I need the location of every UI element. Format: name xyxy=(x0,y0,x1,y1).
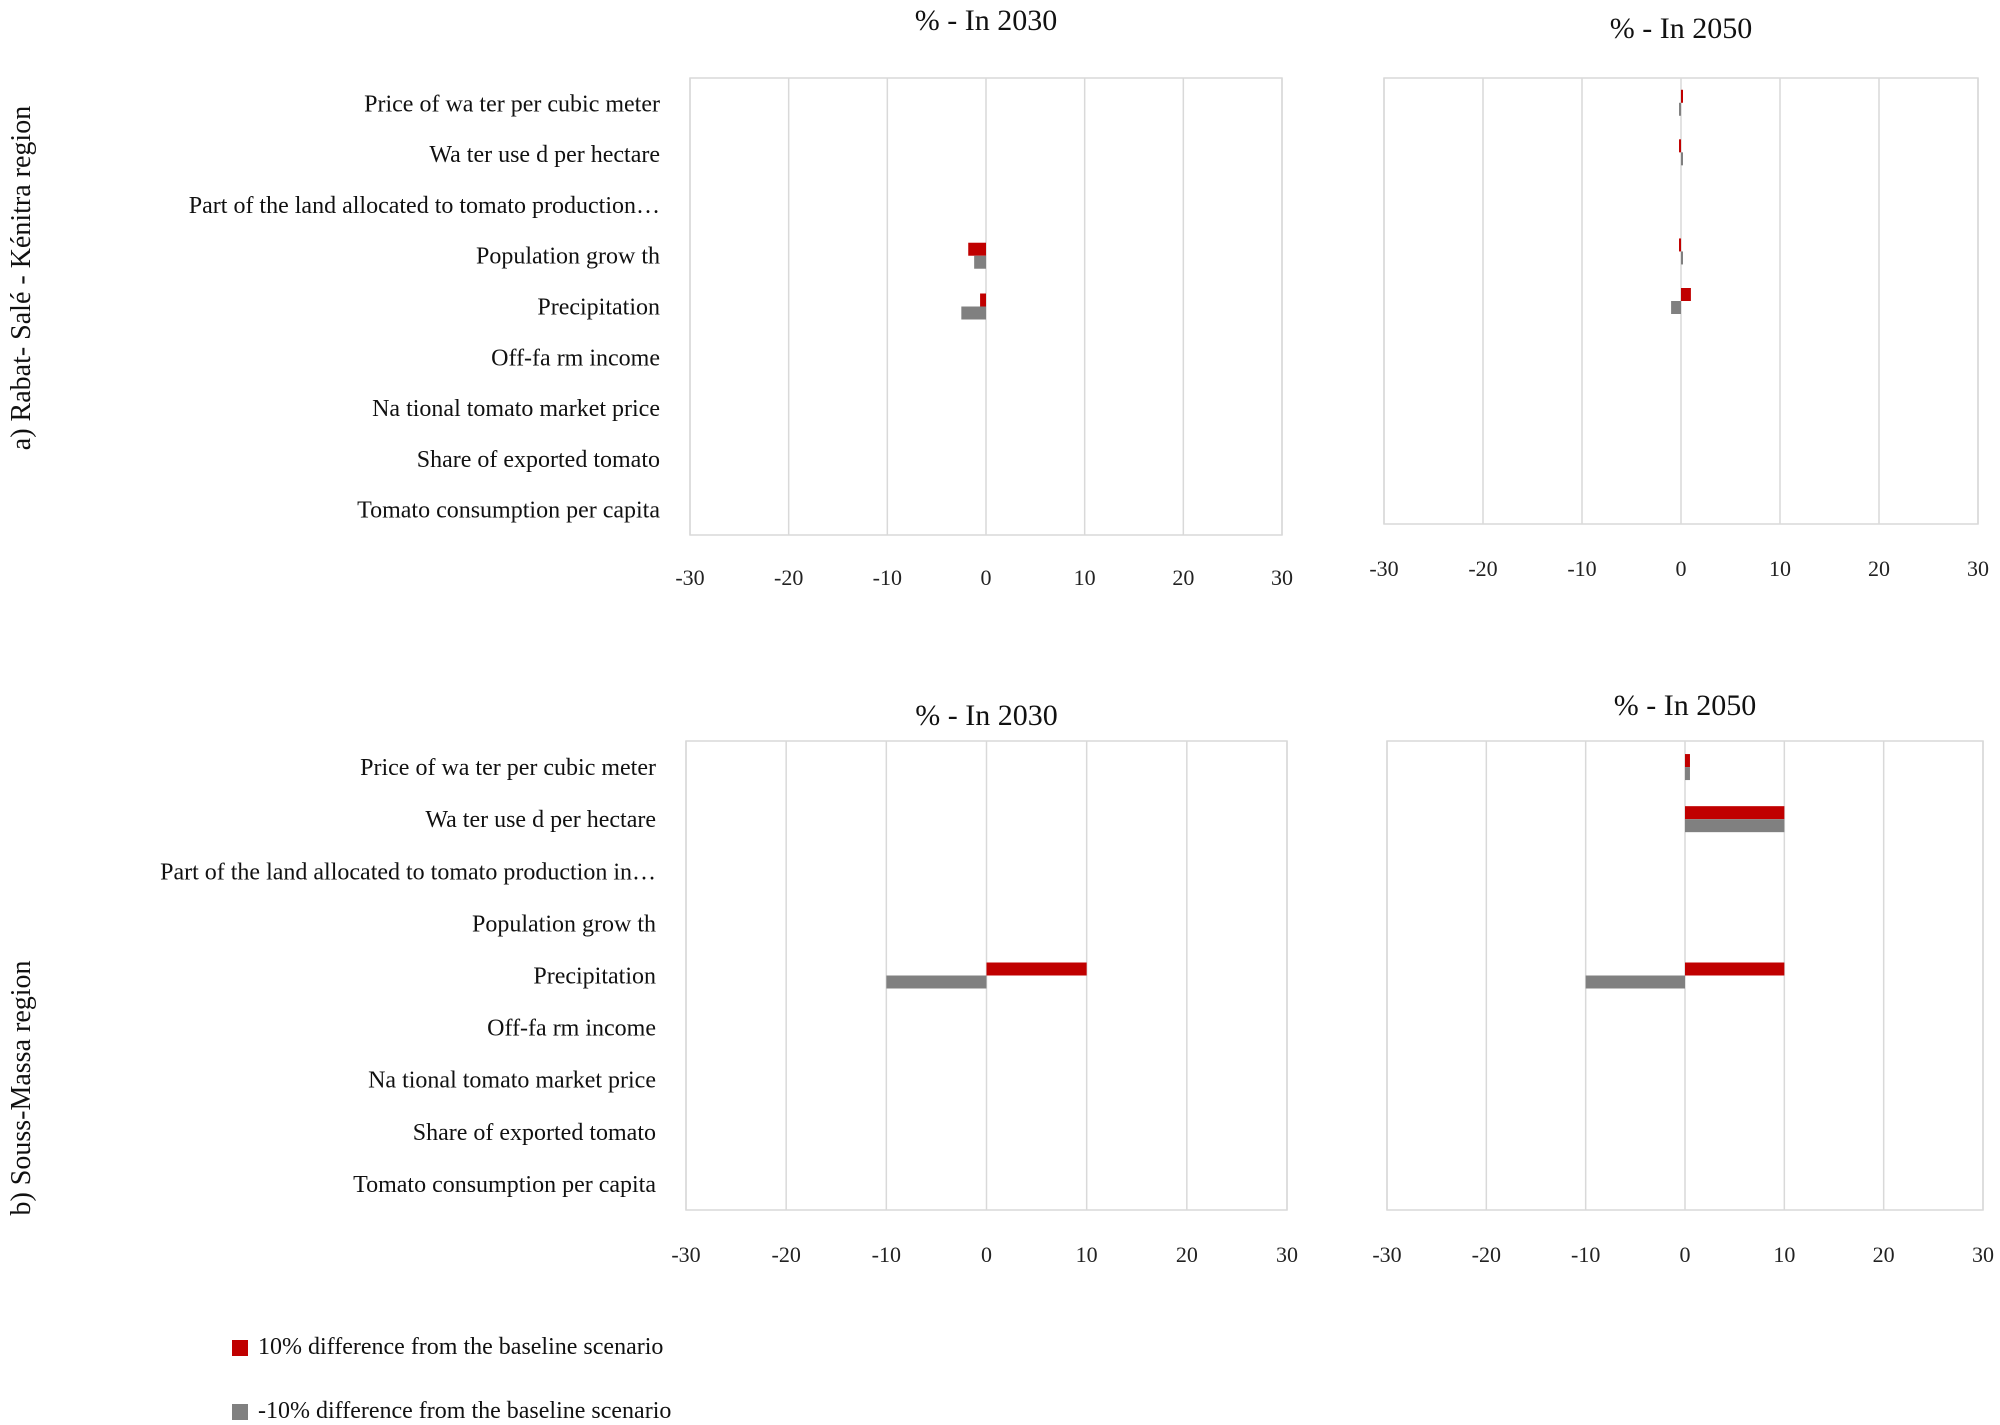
x-tick-label: -30 xyxy=(675,565,704,590)
x-tick-label: 20 xyxy=(1868,556,1890,581)
x-tick-label: 10 xyxy=(1773,1242,1795,1267)
chart-title: % - In 2050 xyxy=(1610,12,1752,45)
x-tick-label: -10 xyxy=(873,565,902,590)
x-tick-label: 30 xyxy=(1972,1242,1994,1267)
bar-minus10 xyxy=(1679,102,1682,116)
legend-item-grey: -10% difference from the baseline scenar… xyxy=(232,1398,671,1425)
chart-title: % - In 2050 xyxy=(1614,689,1756,722)
bar-plus10 xyxy=(1681,89,1683,103)
category-label: Population grow th xyxy=(476,244,660,270)
category-label: Share of exported tomato xyxy=(417,447,660,473)
x-tick-label: -20 xyxy=(1468,556,1497,581)
x-tick-label: 10 xyxy=(1074,565,1096,590)
x-tick-label: -20 xyxy=(772,1242,801,1267)
x-tick-label: 0 xyxy=(981,1242,992,1267)
chart-panel-4: -30 -20 -10 0 10 20 30 % - In 2050 xyxy=(1372,689,1994,1267)
category-label: Na tional tomato market price xyxy=(372,396,660,422)
category-label: Tomato consumption per capita xyxy=(357,498,660,524)
bar-minus10 xyxy=(1585,975,1685,989)
x-tick-label: -20 xyxy=(774,565,803,590)
category-label: Population grow th xyxy=(472,911,656,937)
chart-panel-1: -30 -20 -10 0 10 20 30 % - In 2030 Price of wa t… xyxy=(189,4,1293,590)
category-label: Na tional tomato market price xyxy=(368,1068,656,1094)
bar-plus10 xyxy=(1685,754,1690,768)
legend-swatch-red xyxy=(232,1339,248,1356)
x-tick-label: -10 xyxy=(1571,1242,1600,1267)
bar-minus10 xyxy=(961,306,986,320)
bar-minus10 xyxy=(1681,251,1683,265)
chart-title: % - In 2030 xyxy=(915,4,1057,37)
legend-label-grey: -10% difference from the baseline scenar… xyxy=(258,1398,672,1424)
x-tick-label: 0 xyxy=(1680,1242,1691,1267)
legend-swatch-grey xyxy=(232,1403,248,1420)
bar-minus10 xyxy=(1685,767,1690,781)
x-tick-label: -10 xyxy=(872,1242,901,1267)
bar-plus10 xyxy=(1685,806,1785,820)
bar-minus10 xyxy=(974,255,986,269)
category-label: Part of the land allocated to tomato pro… xyxy=(160,859,656,885)
bar-plus10 xyxy=(980,293,986,307)
x-tick-label: 0 xyxy=(981,565,992,590)
bar-minus10 xyxy=(886,975,987,989)
bar-plus10 xyxy=(986,962,1087,976)
category-label: Wa ter use d per hectare xyxy=(425,807,656,833)
chart-panels: -30 -20 -10 0 10 20 30 % - In 2030 Price of wa t… xyxy=(160,4,1994,1267)
bar-plus10 xyxy=(1679,139,1682,153)
x-tick-label: 30 xyxy=(1276,1242,1298,1267)
x-tick-label: 30 xyxy=(1967,556,1989,581)
bar-plus10 xyxy=(968,242,986,256)
x-tick-label: 10 xyxy=(1076,1242,1098,1267)
x-tick-label: -10 xyxy=(1567,556,1596,581)
bar-plus10 xyxy=(1681,288,1691,301)
chart-title: % - In 2030 xyxy=(915,699,1057,732)
bar-minus10 xyxy=(1685,819,1785,833)
x-tick-label: -30 xyxy=(1372,1242,1401,1267)
chart-panel-3: -30 -20 -10 0 10 20 30 % - In 2030 Price of wa t… xyxy=(160,699,1298,1267)
category-label: Off-fa rm income xyxy=(491,345,660,371)
bar-minus10 xyxy=(1671,301,1681,314)
category-label: Price of wa ter per cubic meter xyxy=(360,755,656,781)
category-label: Wa ter use d per hectare xyxy=(429,142,660,168)
x-tick-label: 20 xyxy=(1176,1242,1198,1267)
legend-item-red: 10% difference from the baseline scenari… xyxy=(232,1334,663,1361)
bar-minus10 xyxy=(1681,152,1683,166)
x-tick-label: 0 xyxy=(1676,556,1687,581)
category-label: Price of wa ter per cubic meter xyxy=(364,91,660,117)
category-label: Share of exported tomato xyxy=(413,1120,656,1146)
bar-plus10 xyxy=(1685,962,1785,976)
chart-panel-2: -30 -20 -10 0 10 20 30 % - In 2050 xyxy=(1369,12,1989,581)
x-tick-label: 30 xyxy=(1271,565,1293,590)
x-tick-label: -30 xyxy=(671,1242,700,1267)
category-label: Part of the land allocated to tomato pro… xyxy=(189,193,660,219)
region-label-b: b) Souss-Massa region xyxy=(6,960,37,1215)
bar-plus10 xyxy=(1679,238,1682,252)
category-label: Precipitation xyxy=(537,295,660,321)
x-tick-label: -30 xyxy=(1369,556,1398,581)
category-label: Precipitation xyxy=(533,964,656,990)
x-tick-label: 20 xyxy=(1873,1242,1895,1267)
x-tick-label: 10 xyxy=(1769,556,1791,581)
x-tick-label: 20 xyxy=(1172,565,1194,590)
category-label: Off-fa rm income xyxy=(487,1016,656,1042)
x-tick-label: -20 xyxy=(1472,1242,1501,1267)
category-label: Tomato consumption per capita xyxy=(353,1172,656,1198)
region-label-a: a) Rabat- Salé - Kénitra region xyxy=(6,106,37,450)
legend-label-red: 10% difference from the baseline scenari… xyxy=(258,1334,664,1360)
